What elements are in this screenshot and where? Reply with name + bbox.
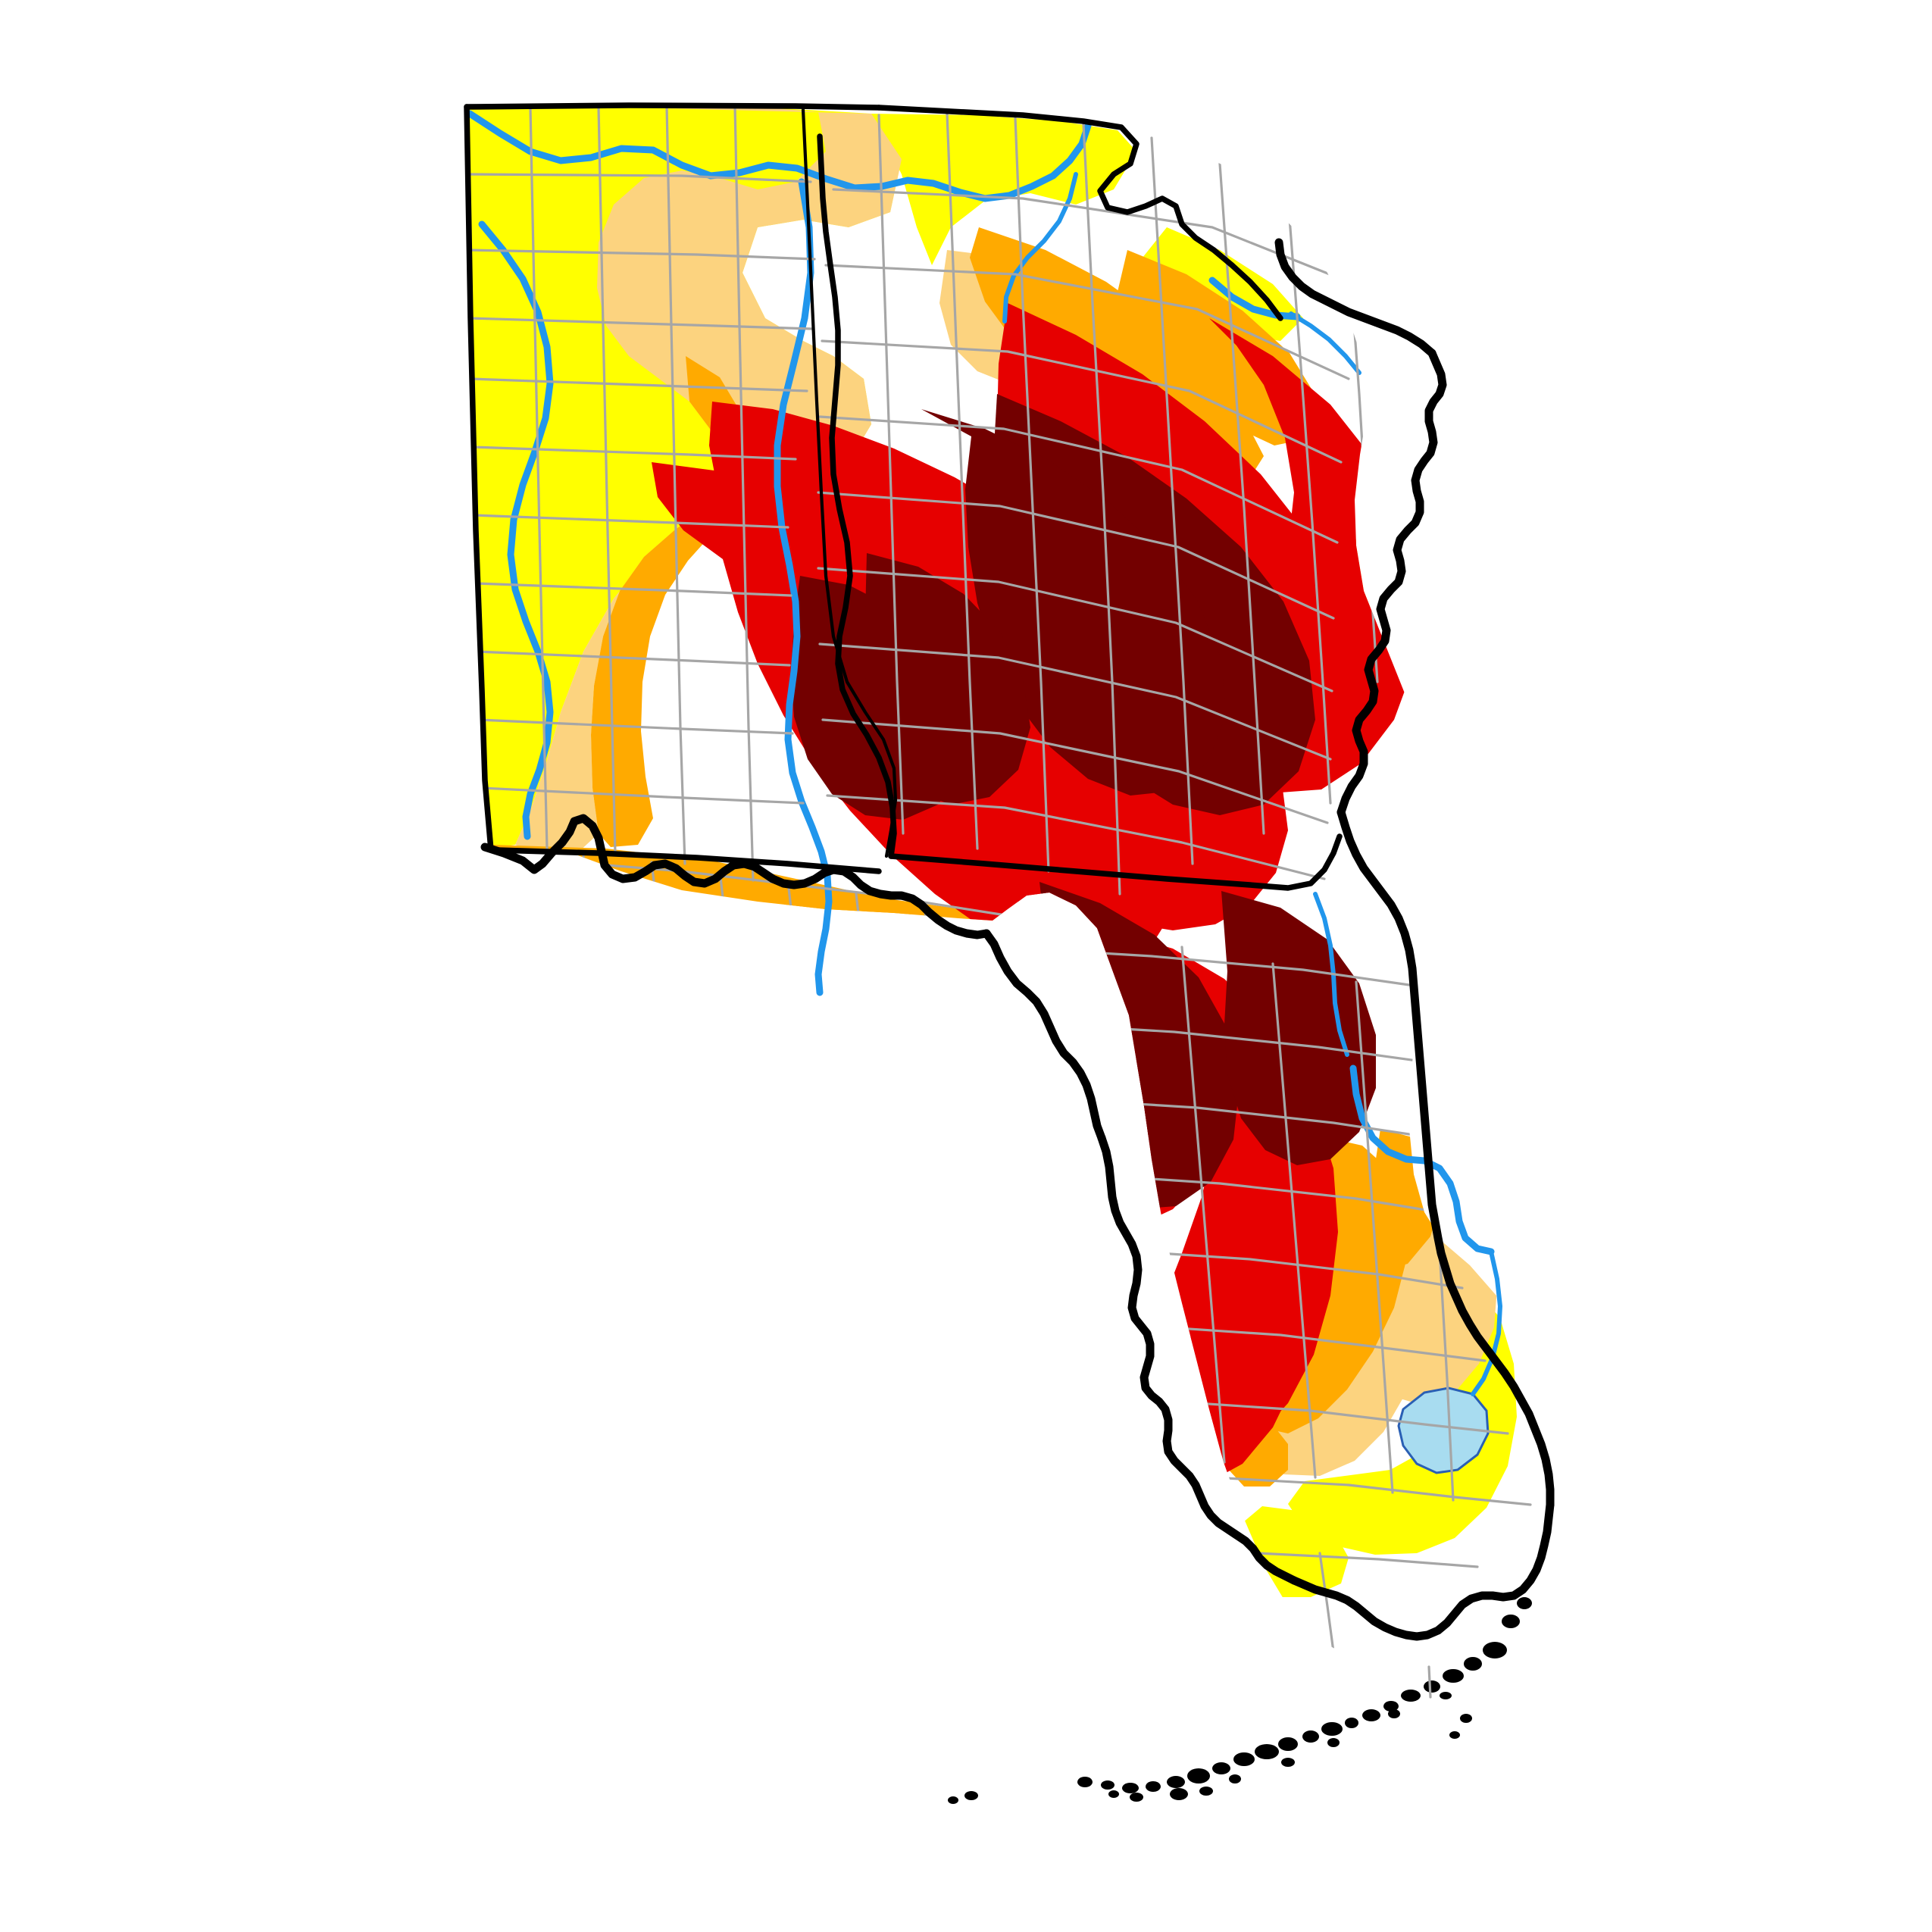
river-savannah-lower xyxy=(1289,311,1361,375)
state-border-ga-tn-nc xyxy=(876,105,1283,321)
state-border-al-ga-river xyxy=(817,133,897,859)
florida-keys xyxy=(948,1597,1532,1804)
state-border-al-fl xyxy=(494,847,882,874)
state-boundaries xyxy=(464,102,1343,891)
coastline-big-bend xyxy=(982,929,1106,1143)
coastline-south-florida xyxy=(1290,1500,1555,1641)
coastline-west-florida xyxy=(1097,1133,1299,1585)
river-savannah xyxy=(1208,277,1301,320)
river-chattahoochee xyxy=(1002,172,1078,324)
coastline-savannah xyxy=(1274,238,1436,358)
state-border-al-tn xyxy=(464,102,882,111)
river-tennessee xyxy=(466,110,1092,202)
coastline-georgia xyxy=(1336,349,1447,817)
coastline-layer xyxy=(480,238,1555,1641)
state-border-al-ms xyxy=(464,104,494,853)
coastline-east-florida xyxy=(1336,808,1555,1509)
state-border-ga-fl xyxy=(888,833,1343,891)
county-boundaries xyxy=(467,105,1532,1653)
river-kissimmee xyxy=(1471,1249,1502,1396)
coastline-gulf-alabama xyxy=(480,814,991,939)
river-tombigbee xyxy=(774,178,833,996)
river-coosa-alabama xyxy=(478,220,554,840)
county-line-monroe xyxy=(1427,1665,1432,1699)
